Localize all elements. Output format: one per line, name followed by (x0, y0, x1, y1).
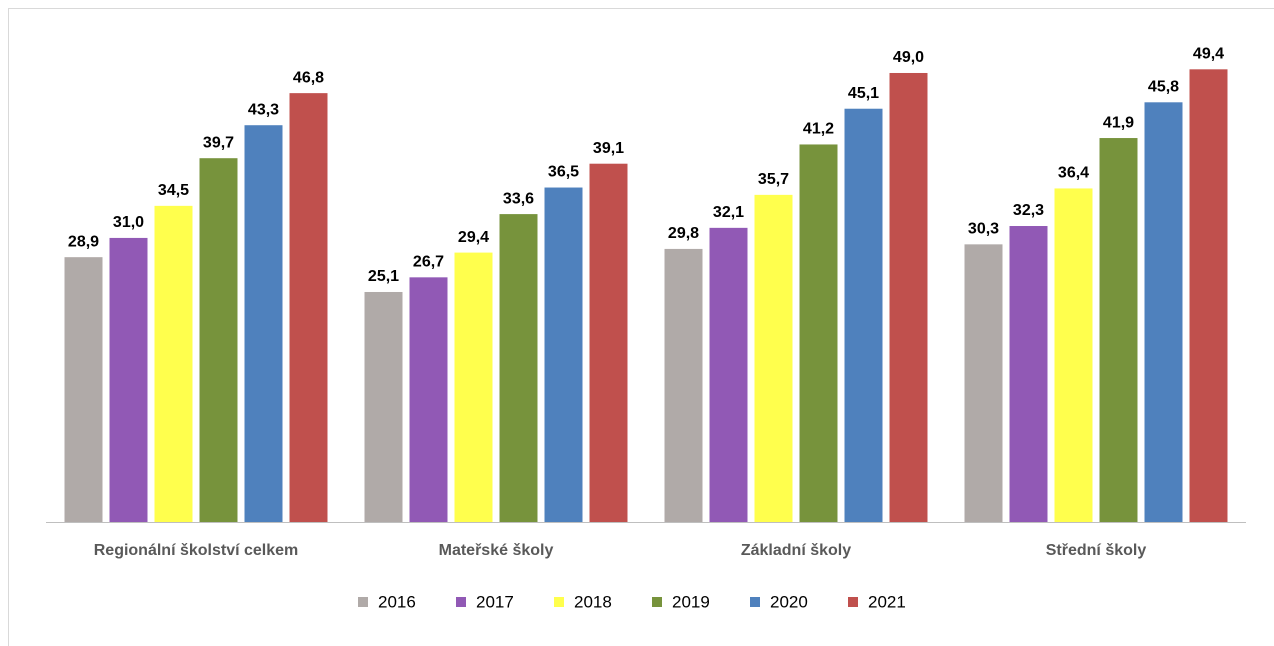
data-label: 30,3 (968, 221, 999, 238)
data-label: 46,8 (293, 69, 324, 86)
data-label: 41,9 (1103, 114, 1134, 131)
bar (454, 252, 493, 522)
bar (64, 257, 103, 522)
data-label: 29,4 (458, 229, 489, 246)
data-label: 49,4 (1193, 46, 1224, 63)
data-label: 45,8 (1148, 79, 1179, 96)
bar (589, 163, 628, 522)
legend-label: 2019 (672, 592, 710, 611)
legend-label: 2021 (868, 592, 906, 611)
bar (1099, 138, 1138, 522)
bar (544, 187, 583, 522)
x-tick-label: Mateřské školy (439, 542, 554, 559)
bar (964, 244, 1003, 523)
legend-swatch (652, 597, 662, 607)
bar (664, 248, 703, 522)
bar (709, 227, 748, 522)
bar (844, 108, 883, 522)
legend-label: 2017 (476, 592, 514, 611)
data-label: 26,7 (413, 254, 444, 271)
data-label: 31,0 (113, 214, 144, 231)
data-label: 33,6 (503, 190, 534, 207)
legend-label: 2020 (770, 592, 808, 611)
x-tick-label: Regionální školství celkem (94, 542, 299, 559)
bar (1144, 102, 1183, 523)
data-label: 39,7 (203, 134, 234, 151)
x-tick-label: Základní školy (741, 542, 851, 559)
data-label: 34,5 (158, 182, 189, 199)
data-label: 36,4 (1058, 165, 1089, 182)
data-label: 32,1 (713, 204, 744, 221)
data-label: 35,7 (758, 171, 789, 188)
legend-swatch (358, 597, 368, 607)
data-label: 32,3 (1013, 202, 1044, 219)
legend-label: 2016 (378, 592, 416, 611)
legend-swatch (456, 597, 466, 607)
bar (754, 194, 793, 522)
bar (109, 237, 148, 522)
data-label: 29,8 (668, 225, 699, 242)
data-label: 39,1 (593, 140, 624, 157)
bar (199, 158, 238, 522)
bar (799, 144, 838, 522)
x-tick-label: Střední školy (1046, 542, 1147, 559)
legend-swatch (750, 597, 760, 607)
legend-swatch (848, 597, 858, 607)
bar (1054, 188, 1093, 522)
bar (499, 214, 538, 523)
bar (889, 72, 928, 523)
bar (244, 125, 283, 523)
data-label: 49,0 (893, 49, 924, 66)
legend-swatch (554, 597, 564, 607)
bar (1009, 226, 1048, 523)
bar (1189, 69, 1228, 523)
data-label: 43,3 (248, 101, 279, 118)
bar (289, 93, 328, 522)
data-label: 28,9 (68, 233, 99, 250)
bar (154, 205, 193, 522)
bar (364, 291, 403, 522)
legend-label: 2018 (574, 592, 612, 611)
data-label: 25,1 (368, 268, 399, 285)
data-label: 41,2 (803, 121, 834, 138)
data-label: 36,5 (548, 164, 579, 181)
bar (409, 277, 448, 522)
data-label: 45,1 (848, 85, 879, 102)
